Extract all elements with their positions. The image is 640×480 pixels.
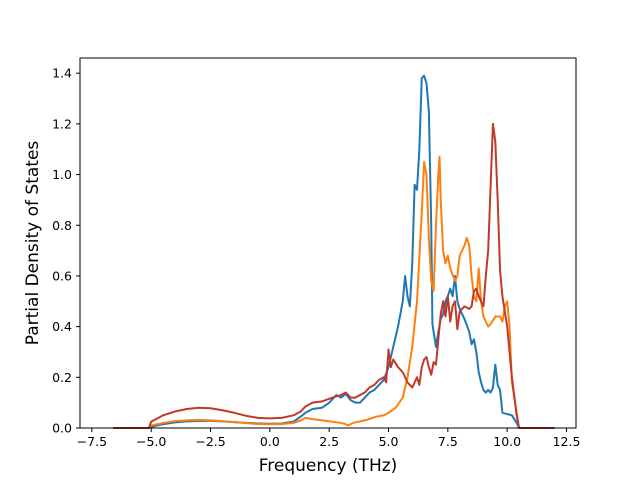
x-tick-label: 12.5 xyxy=(553,434,581,449)
y-tick-label: 1.2 xyxy=(52,116,72,131)
y-tick-label: 0.2 xyxy=(52,370,72,385)
x-tick-label: −7.5 xyxy=(77,434,107,449)
series-2-line xyxy=(113,155,555,429)
plot-area xyxy=(79,57,577,429)
series-layer xyxy=(113,74,555,429)
y-tick-label: 1.4 xyxy=(52,66,72,81)
y-tick-label: 0.4 xyxy=(52,319,72,334)
y-tick-label: 1.0 xyxy=(52,167,72,182)
y-tick-label: 0.6 xyxy=(52,268,72,283)
x-tick-label: 2.5 xyxy=(319,434,339,449)
axes-frame xyxy=(79,57,577,429)
x-tick-label: 0.0 xyxy=(260,434,280,449)
x-tick-label: 10.0 xyxy=(493,434,521,449)
x-axis-ticks: −7.5 −5.0 −2.5 0.0 2.5 5.0 7.5 10.0 12.5 xyxy=(77,428,581,449)
y-axis-ticks: 0.0 0.2 0.4 0.6 0.8 1.0 1.2 1.4 xyxy=(52,66,80,436)
x-tick-label: 7.5 xyxy=(438,434,458,449)
x-tick-label: −2.5 xyxy=(195,434,225,449)
series-3-line xyxy=(113,122,555,429)
x-tick-label: −5.0 xyxy=(136,434,166,449)
x-axis-label: Frequency (THz) xyxy=(259,456,398,476)
y-axis-label: Partial Density of States xyxy=(23,141,43,346)
x-tick-label: 5.0 xyxy=(379,434,399,449)
y-tick-label: 0.8 xyxy=(52,218,72,233)
y-tick-label: 0.0 xyxy=(52,421,72,436)
